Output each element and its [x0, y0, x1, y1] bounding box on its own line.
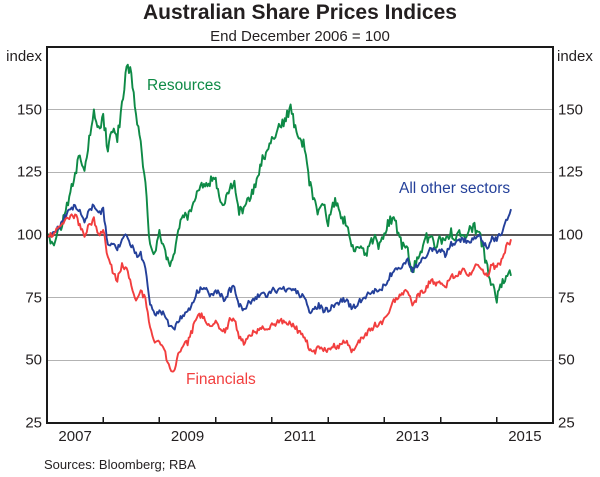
y-tick-label-right: 125: [558, 163, 584, 181]
y-tick-label-left: 100: [16, 226, 42, 244]
chart-subtitle: End December 2006 = 100: [210, 28, 390, 45]
x-tick-label: 2013: [395, 428, 430, 445]
y-tick-label-left: 75: [25, 289, 42, 307]
y-tick-label-right: 100: [558, 226, 584, 244]
y-axis-unit-right: index: [557, 48, 593, 65]
y-tick-label-right: 25: [558, 414, 575, 432]
series-label-all-other-sectors: All other sectors: [399, 180, 511, 197]
y-tick-label-left: 50: [25, 351, 42, 369]
x-tick-label: 2007: [58, 428, 92, 445]
y-tick-label-right: 75: [558, 289, 575, 307]
y-tick-label-left: 125: [16, 163, 42, 181]
x-tick-label: 2009: [170, 428, 205, 445]
y-axis-unit-left: index: [6, 48, 42, 65]
chart-title: Australian Share Prices Indices: [143, 1, 457, 24]
x-tick-label: 2011: [283, 428, 317, 445]
sources-note: Sources: Bloomberg; RBA: [44, 457, 196, 472]
y-tick-label-right: 50: [558, 351, 575, 369]
y-tick-label-right: 150: [558, 101, 584, 119]
series-label-resources: Resources: [147, 77, 222, 94]
y-tick-label-left: 25: [25, 414, 42, 432]
x-tick-label: 2015: [508, 428, 542, 445]
y-tick-label-left: 150: [16, 101, 42, 119]
series-label-financials: Financials: [186, 371, 256, 388]
